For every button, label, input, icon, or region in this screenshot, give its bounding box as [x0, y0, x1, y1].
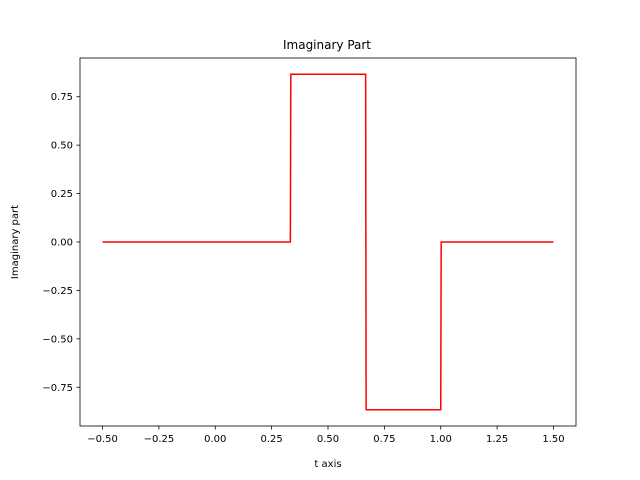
y-tick-label: 0.25 [51, 189, 73, 200]
y-axis-ticks: 0.75 0.50 0.25 0.00 −0.25 −0.50 −0.75 [42, 92, 80, 394]
x-tick-label: 1.50 [542, 434, 564, 445]
plot-frame [79, 57, 577, 427]
y-tick-label: −0.50 [42, 334, 73, 345]
x-tick-label: −0.50 [87, 434, 118, 445]
y-tick-label: 0.50 [51, 141, 73, 152]
y-tick-label: 0.00 [51, 238, 73, 249]
y-tick-label: 0.75 [51, 92, 73, 103]
x-axis-ticks: −0.50 −0.25 0.00 0.25 0.50 0.75 1.00 1.25 1.50 [87, 426, 565, 445]
x-tick-label: 0.50 [317, 434, 339, 445]
x-tick-label: 1.00 [430, 434, 452, 445]
y-tick-label: −0.75 [42, 383, 73, 394]
series-line [102, 73, 554, 411]
y-axis-label: Imaginary part [10, 205, 21, 279]
y-tick-label: −0.25 [42, 286, 73, 297]
x-tick-label: 0.25 [261, 434, 283, 445]
x-tick-label: 1.25 [486, 434, 508, 445]
x-axis-label: t axis [314, 459, 341, 470]
x-tick-label: 0.00 [204, 434, 226, 445]
chart-title: Imaginary Part [283, 38, 371, 52]
x-tick-label: 0.75 [373, 434, 395, 445]
x-tick-label: −0.25 [144, 434, 175, 445]
plot-lines [102, 73, 554, 411]
